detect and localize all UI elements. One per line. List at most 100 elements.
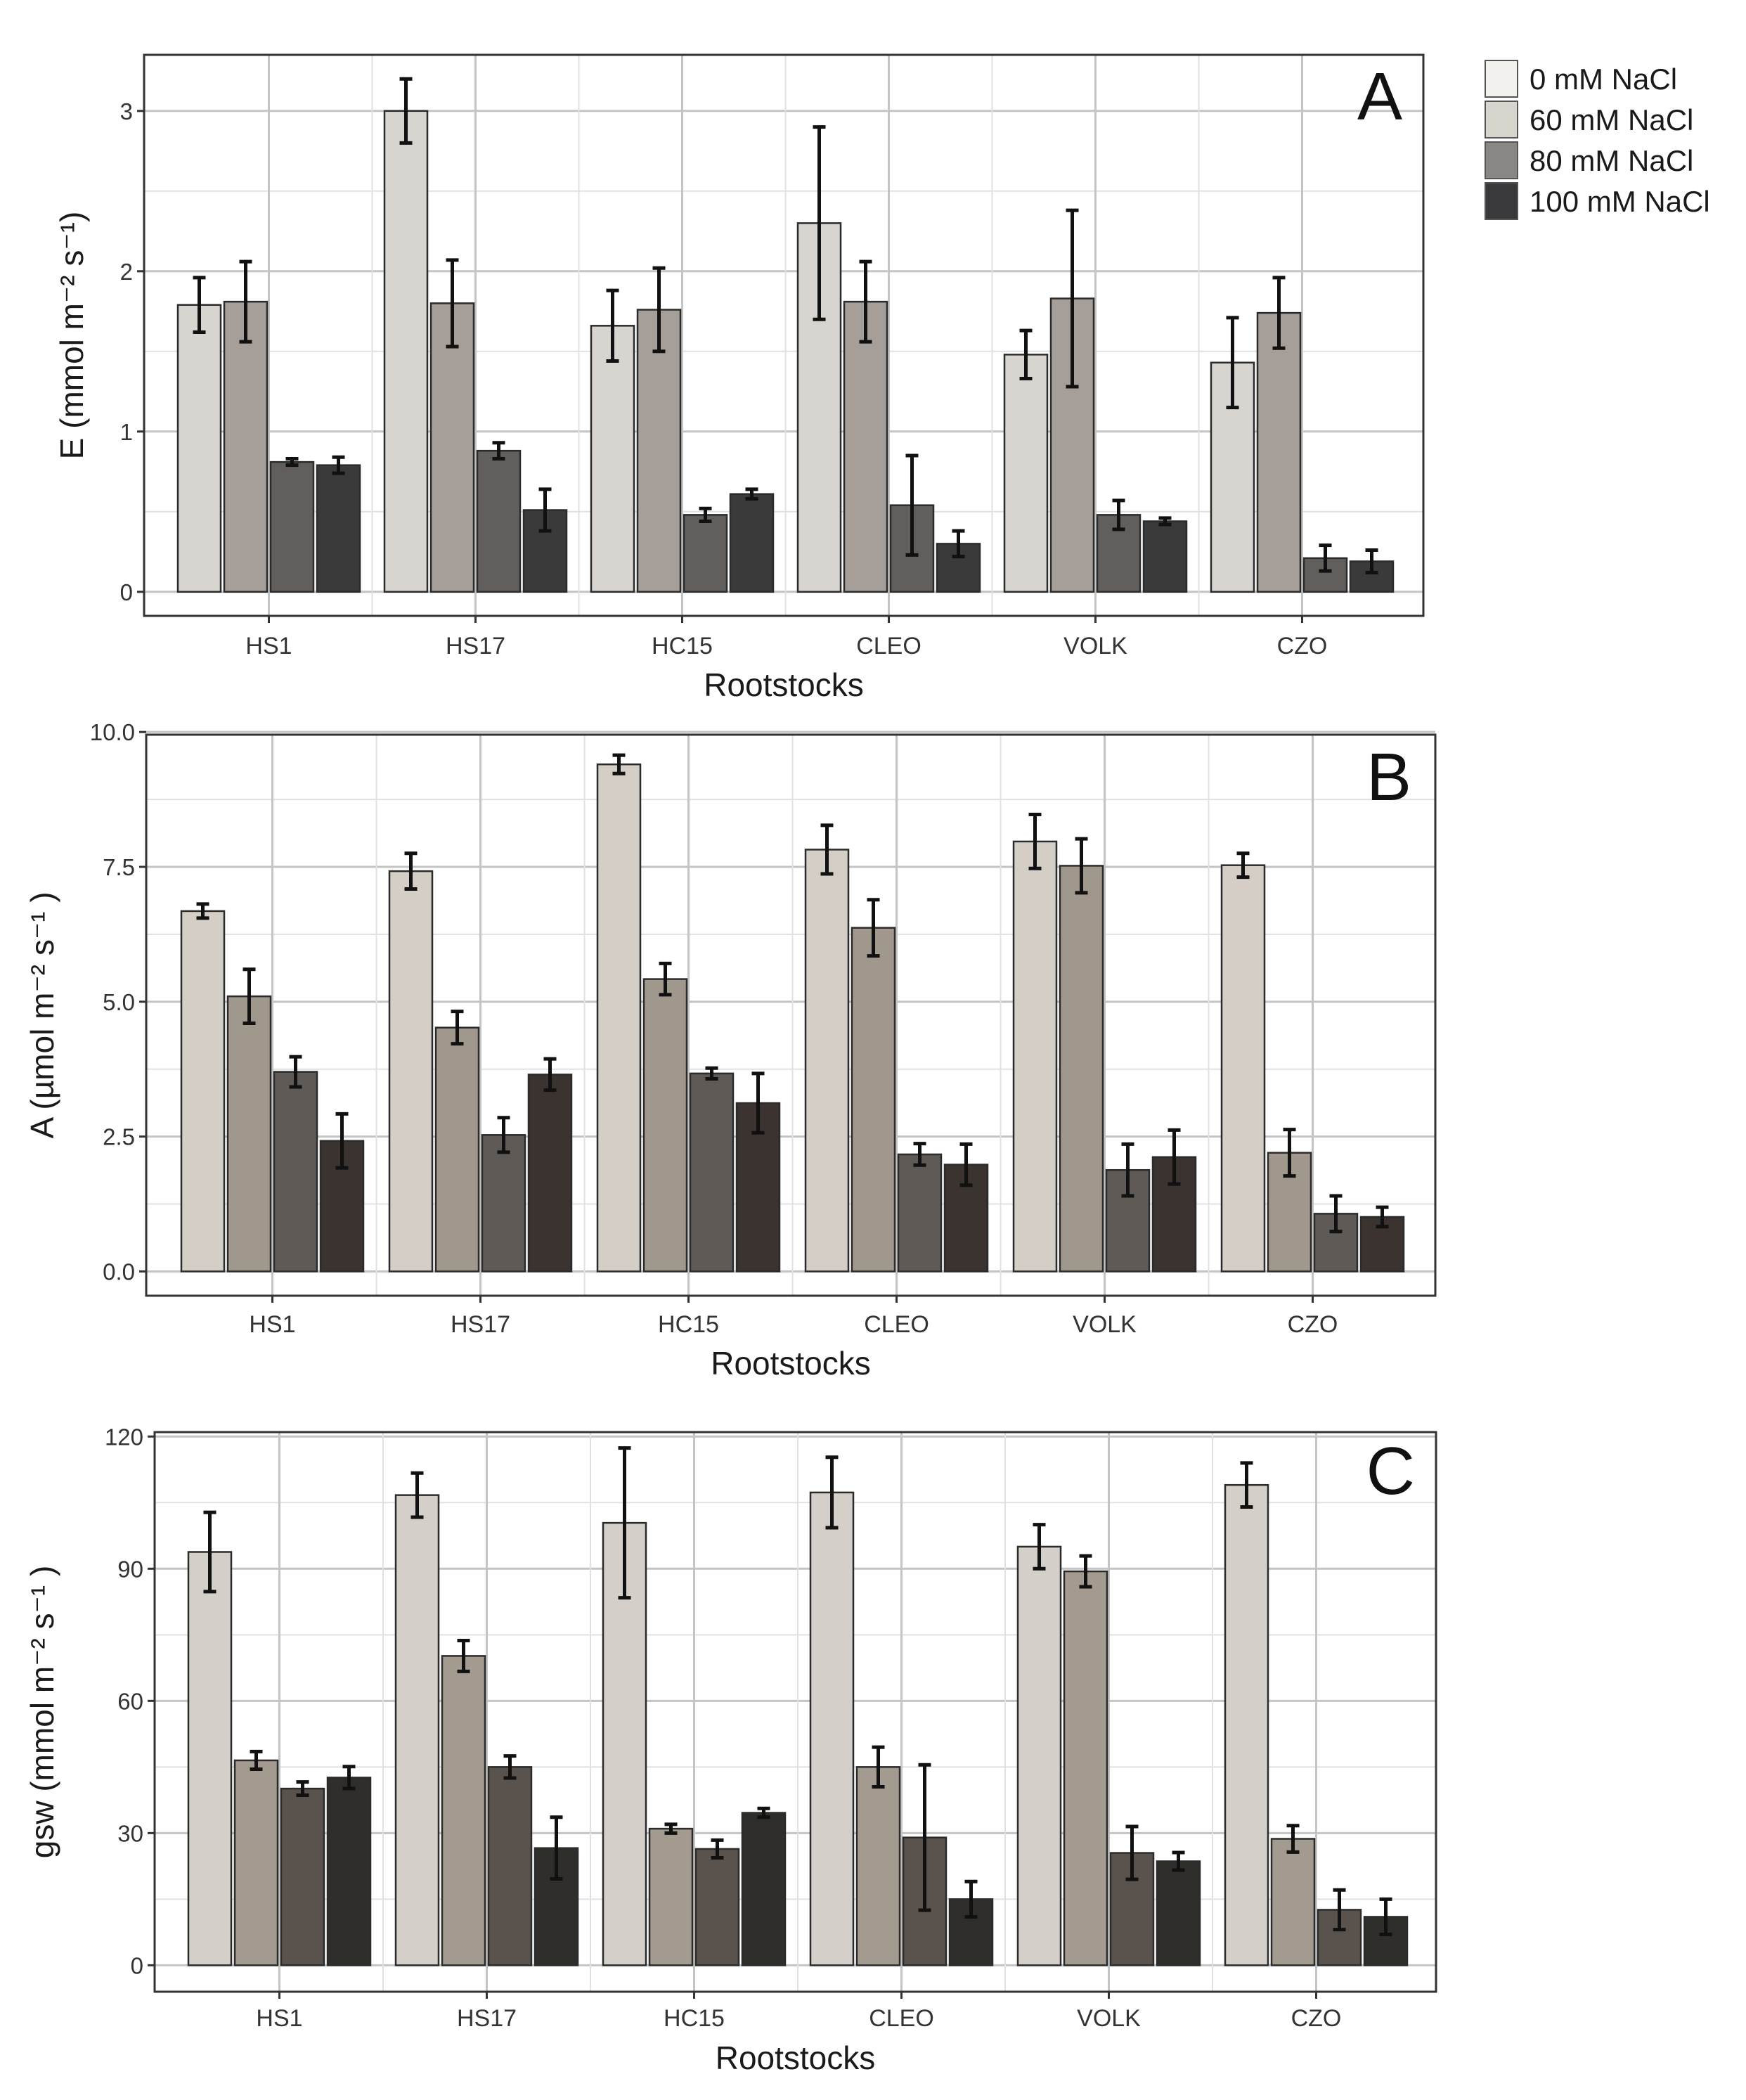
y-tick-label: 5.0: [103, 989, 135, 1015]
x-tick-label: VOLK: [1077, 2005, 1141, 2032]
bar-hc15-4: [741, 1812, 787, 1966]
bar-hc15-3: [683, 514, 728, 593]
error-bar: [964, 1879, 978, 1919]
y-axis-title: E (mmol m⁻² s⁻¹): [53, 212, 90, 460]
error-bar: [1272, 276, 1286, 350]
error-bar: [399, 77, 413, 145]
error-bar: [905, 453, 919, 557]
x-tick-label: VOLK: [1063, 633, 1127, 659]
error-bar: [618, 1446, 631, 1600]
error-bar: [410, 1471, 424, 1519]
x-tick-label: HS17: [457, 2005, 517, 2032]
error-bar: [457, 1638, 470, 1673]
error-bar: [1226, 316, 1239, 410]
error-bar: [1019, 328, 1033, 381]
legend-swatch: [1485, 182, 1518, 220]
bar-cleo-2: [843, 300, 888, 593]
legend-swatch: [1485, 101, 1518, 139]
error-bar: [1283, 1128, 1296, 1178]
y-tick-label: 120: [105, 1424, 143, 1450]
bar-hs17-2: [441, 1655, 486, 1966]
y-tick-label: 30: [117, 1820, 143, 1846]
bar-volk-1: [1016, 1545, 1062, 1966]
y-tick-label: 2: [120, 259, 133, 285]
error-bar: [242, 967, 256, 1026]
error-bar: [751, 1071, 765, 1135]
panel-letter: C: [1366, 1434, 1415, 1509]
x-tick-label: HC15: [664, 2005, 725, 2032]
error-bar: [820, 823, 834, 876]
error-bar: [1329, 1194, 1343, 1234]
legend-item: 100 mM NaCl: [1485, 182, 1710, 220]
error-bar: [404, 851, 418, 891]
error-bar: [1365, 548, 1378, 574]
error-bar: [239, 259, 252, 344]
bar-hc15-4: [735, 1102, 781, 1273]
error-bar: [1172, 1850, 1185, 1872]
error-bar: [659, 961, 672, 997]
error-bar: [203, 1510, 216, 1594]
y-tick-label: 90: [117, 1556, 143, 1582]
error-bar: [1236, 851, 1250, 880]
legend-item: 80 mM NaCl: [1485, 141, 1693, 179]
y-tick-label: 0.0: [103, 1258, 135, 1284]
error-bar: [335, 1112, 349, 1170]
bar-volk-2: [1063, 1570, 1108, 1966]
error-bar: [1333, 1888, 1346, 1932]
bar-hc15-2: [648, 1827, 694, 1966]
error-bar: [664, 1822, 678, 1835]
bar-hs1-2: [223, 300, 269, 593]
error-bar: [1066, 208, 1079, 389]
y-tick-label: 7.5: [103, 854, 135, 880]
bar-hs1-3: [280, 1787, 325, 1966]
legend-label: 100 mM NaCl: [1530, 185, 1710, 218]
bar-hs17-4: [527, 1074, 573, 1273]
error-bar: [543, 1057, 557, 1093]
x-tick-label: CLEO: [869, 2005, 934, 2032]
bar-hs1-1: [180, 910, 226, 1273]
error-bar: [332, 455, 345, 475]
error-bar: [612, 753, 626, 775]
x-tick-label: CZO: [1288, 1311, 1338, 1338]
bar-hc15-3: [694, 1848, 740, 1966]
bar-hc15-1: [590, 325, 635, 593]
bar-cleo-2: [851, 927, 896, 1273]
bar-czo-1: [1224, 1483, 1269, 1966]
y-tick-label: 3: [120, 98, 133, 124]
error-bar: [825, 1455, 839, 1530]
x-tick-label: HC15: [658, 1311, 719, 1338]
bar-hc15-1: [596, 763, 642, 1273]
y-tick-label: 0: [131, 1952, 143, 1978]
bar-hs17-1: [383, 110, 429, 593]
error-bar: [705, 1066, 718, 1081]
x-tick-label: HS17: [446, 633, 505, 659]
panels: 0 1 2 3 HS1 HS17 HC15 CLEO VOLK CZO Rootstocks E (m…: [24, 53, 1437, 2076]
legend-item: 0 mM NaCl: [1485, 60, 1677, 98]
x-tick-label: CLEO: [856, 633, 922, 659]
error-bar: [1319, 543, 1332, 573]
panel-letter: A: [1357, 59, 1402, 134]
legend-swatch: [1485, 60, 1518, 98]
error-bar: [913, 1142, 926, 1167]
plot-frame: [153, 1431, 1437, 1993]
error-bar: [813, 125, 826, 321]
error-bar: [952, 529, 965, 559]
bar-hs1-3: [273, 1071, 318, 1273]
bar-hs1-1: [187, 1551, 233, 1966]
bar-hs17-3: [476, 449, 522, 593]
error-bar: [1033, 1523, 1046, 1571]
x-tick-label: CZO: [1277, 633, 1328, 659]
error-bar: [497, 1116, 510, 1154]
error-bar: [1158, 516, 1172, 527]
error-bar: [1125, 1824, 1139, 1881]
error-bar: [1286, 1824, 1300, 1854]
x-axis-title: Rootstocks: [711, 1345, 871, 1381]
error-bar: [503, 1754, 517, 1780]
error-bar: [451, 1010, 464, 1046]
legend-label: 0 mM NaCl: [1530, 63, 1677, 96]
legend: 0 mM NaCl 60 mM NaCl 80 mM NaCl 100 mM NaCl: [1485, 60, 1710, 220]
y-tick-label: 1: [120, 419, 133, 445]
x-tick-label: CLEO: [864, 1311, 929, 1338]
bar-hs1-3: [269, 460, 315, 593]
